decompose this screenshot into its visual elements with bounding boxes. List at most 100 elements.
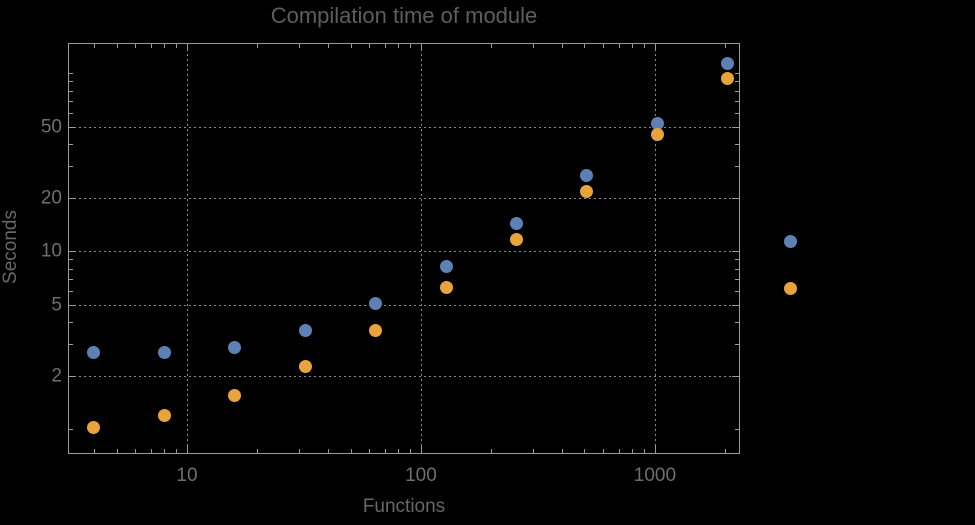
x-tick-label: 10: [176, 465, 198, 486]
data-point: [369, 323, 383, 337]
x-tick: [654, 446, 656, 453]
h-gridline: [69, 126, 739, 128]
x-tick: [410, 449, 412, 453]
x-tick: [298, 44, 300, 48]
data-point: [87, 420, 101, 434]
y-tick: [735, 290, 739, 292]
y-tick: [735, 268, 739, 270]
y-tick: [69, 251, 76, 253]
x-tick: [116, 449, 118, 453]
x-tick: [632, 449, 634, 453]
y-tick: [69, 197, 76, 199]
data-point: [369, 296, 383, 310]
y-tick: [69, 259, 73, 261]
y-tick: [69, 112, 73, 114]
x-tick: [384, 44, 386, 48]
y-tick: [735, 112, 739, 114]
data-point: [439, 280, 453, 294]
blue-series-marker: [783, 234, 797, 248]
data-point: [650, 127, 664, 141]
x-tick: [187, 446, 188, 453]
x-tick: [398, 44, 400, 48]
x-tick-label: 1000: [633, 465, 677, 486]
data-point: [87, 346, 101, 360]
x-tick: [176, 449, 178, 453]
x-tick: [384, 449, 386, 453]
x-tick: [532, 44, 534, 48]
y-tick: [69, 429, 73, 431]
x-tick: [532, 449, 534, 453]
data-point: [298, 360, 312, 374]
data-point: [228, 340, 242, 354]
x-tick: [584, 44, 586, 48]
h-gridline: [69, 251, 739, 253]
h-gridline: [69, 304, 739, 306]
y-tick: [69, 144, 73, 146]
y-tick: [732, 375, 739, 377]
x-tick: [298, 449, 300, 453]
y-tick: [735, 166, 739, 168]
y-tick: [69, 81, 73, 83]
x-tick: [187, 44, 188, 51]
x-tick: [632, 44, 634, 48]
data-point: [509, 232, 523, 246]
data-point: [650, 116, 664, 130]
x-tick: [369, 449, 371, 453]
x-tick: [725, 449, 727, 453]
x-tick: [725, 44, 727, 48]
x-tick: [491, 449, 493, 453]
x-tick: [176, 44, 178, 48]
x-tick: [618, 449, 620, 453]
y-tick: [735, 344, 739, 346]
v-gridline: [187, 44, 188, 453]
y-tick: [735, 322, 739, 324]
y-tick: [735, 81, 739, 83]
x-tick: [150, 449, 152, 453]
data-point: [157, 346, 171, 360]
y-tick: [69, 90, 73, 92]
x-tick: [398, 449, 400, 453]
y-tick-label: 50: [40, 116, 62, 138]
y-tick: [69, 344, 73, 346]
v-gridline: [654, 44, 656, 453]
y-tick: [69, 322, 73, 324]
y-tick: [735, 73, 739, 75]
data-point: [580, 184, 594, 198]
data-point: [439, 260, 453, 274]
x-tick: [603, 44, 605, 48]
x-tick: [350, 44, 352, 48]
x-tick: [618, 44, 620, 48]
page-title: Compilation time of module: [270, 3, 538, 28]
x-tick: [164, 44, 166, 48]
x-tick: [561, 449, 563, 453]
x-tick: [491, 44, 493, 48]
data-point: [580, 169, 594, 183]
y-tick-label: 20: [40, 187, 62, 209]
plot-frame: [68, 43, 740, 454]
y-tick: [69, 375, 76, 377]
y-tick-label: 2: [51, 365, 62, 387]
x-tick: [116, 44, 118, 48]
y-tick: [735, 144, 739, 146]
y-tick: [69, 290, 73, 292]
x-tick: [603, 449, 605, 453]
x-tick: [584, 449, 586, 453]
x-tick: [654, 44, 656, 51]
x-tick: [164, 449, 166, 453]
x-tick: [644, 449, 646, 453]
y-tick: [732, 197, 739, 199]
y-tick: [69, 126, 76, 128]
y-tick: [732, 304, 739, 306]
x-tick: [369, 44, 371, 48]
x-tick: [410, 44, 412, 48]
y-tick: [69, 100, 73, 102]
y-tick: [69, 166, 73, 168]
x-tick: [93, 449, 95, 453]
y-tick: [69, 73, 73, 75]
x-tick: [257, 449, 259, 453]
x-tick: [420, 446, 422, 453]
x-tick: [327, 44, 329, 48]
h-gridline: [69, 197, 739, 199]
y-tick: [735, 429, 739, 431]
